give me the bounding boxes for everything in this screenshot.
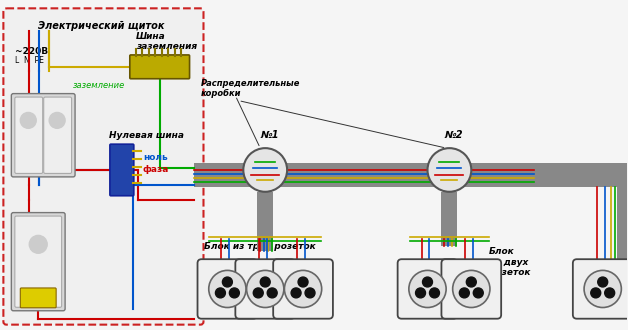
Circle shape <box>229 288 239 298</box>
Circle shape <box>222 277 232 287</box>
FancyBboxPatch shape <box>198 259 257 319</box>
Circle shape <box>430 288 440 298</box>
Text: Распределительные
коробки: Распределительные коробки <box>200 79 300 98</box>
Text: Нулевая шина: Нулевая шина <box>109 131 184 140</box>
Circle shape <box>428 148 471 192</box>
Text: ноль: ноль <box>143 152 168 162</box>
Text: №1: №1 <box>260 130 279 140</box>
Circle shape <box>591 288 601 298</box>
Circle shape <box>605 288 615 298</box>
Circle shape <box>453 270 490 308</box>
FancyBboxPatch shape <box>471 163 628 187</box>
FancyBboxPatch shape <box>11 213 65 311</box>
Text: №2: №2 <box>445 130 463 140</box>
Circle shape <box>260 277 270 287</box>
FancyBboxPatch shape <box>15 97 43 174</box>
Circle shape <box>416 288 426 298</box>
Circle shape <box>215 288 225 298</box>
FancyBboxPatch shape <box>15 216 62 307</box>
FancyBboxPatch shape <box>110 144 134 196</box>
FancyBboxPatch shape <box>273 259 333 319</box>
Circle shape <box>584 270 621 308</box>
FancyBboxPatch shape <box>236 259 295 319</box>
Text: Блок
из двух
розеток: Блок из двух розеток <box>489 247 531 277</box>
Circle shape <box>267 288 277 298</box>
Circle shape <box>208 270 246 308</box>
Circle shape <box>459 288 469 298</box>
FancyBboxPatch shape <box>398 259 457 319</box>
Circle shape <box>20 113 36 128</box>
FancyBboxPatch shape <box>130 55 190 79</box>
FancyBboxPatch shape <box>3 8 203 325</box>
Circle shape <box>409 270 446 308</box>
Circle shape <box>253 288 263 298</box>
FancyBboxPatch shape <box>11 94 75 177</box>
Circle shape <box>243 148 287 192</box>
Text: Шина
заземления: Шина заземления <box>136 32 197 51</box>
FancyBboxPatch shape <box>44 97 72 174</box>
FancyBboxPatch shape <box>20 288 56 308</box>
FancyBboxPatch shape <box>193 163 534 187</box>
Text: ~220В: ~220В <box>15 47 48 56</box>
FancyBboxPatch shape <box>257 192 273 251</box>
FancyBboxPatch shape <box>573 259 628 319</box>
FancyBboxPatch shape <box>441 259 501 319</box>
Circle shape <box>298 277 308 287</box>
FancyBboxPatch shape <box>441 192 457 246</box>
Text: Блок из трёх розеток: Блок из трёх розеток <box>204 242 316 251</box>
Circle shape <box>423 277 433 287</box>
Circle shape <box>467 277 476 287</box>
Circle shape <box>284 270 322 308</box>
Circle shape <box>49 113 65 128</box>
Circle shape <box>474 288 484 298</box>
Circle shape <box>598 277 608 287</box>
Text: заземление: заземление <box>73 81 126 90</box>
Text: L  N  PE: L N PE <box>15 56 44 65</box>
Text: Электрический щиток: Электрический щиток <box>38 21 164 31</box>
Circle shape <box>291 288 301 298</box>
Circle shape <box>30 235 47 253</box>
Circle shape <box>247 270 284 308</box>
Text: фаза: фаза <box>143 165 169 175</box>
Circle shape <box>305 288 315 298</box>
FancyBboxPatch shape <box>617 163 627 297</box>
